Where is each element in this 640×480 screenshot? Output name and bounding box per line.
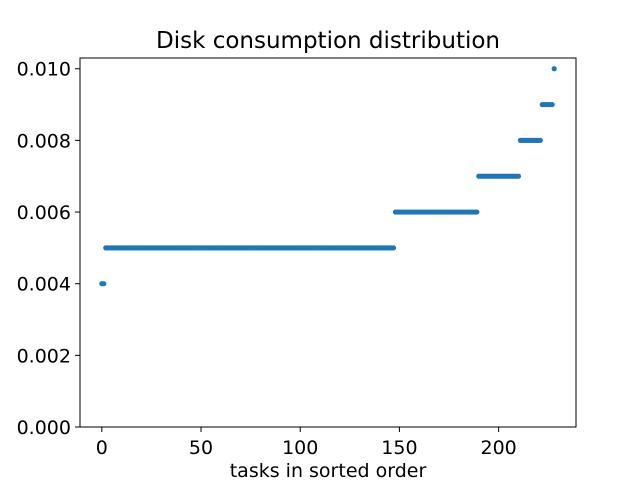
x-axis: 0 50 100 150 200	[96, 427, 517, 459]
data-point	[474, 209, 480, 215]
x-axis-label: tasks in sorted order	[230, 460, 427, 480]
plot-frame	[79, 57, 577, 428]
x-tick-label: 100	[282, 437, 318, 459]
y-tick-label: 0.002	[17, 345, 71, 367]
data-point	[101, 281, 107, 287]
chart-title: Disk consumption distribution	[156, 28, 500, 54]
data-point	[551, 66, 557, 72]
x-tick-label: 200	[480, 437, 516, 459]
x-tick-label: 0	[96, 437, 108, 459]
y-tick-label: 0.004	[17, 274, 71, 296]
x-tick-label: 50	[189, 437, 213, 459]
scatter-points	[99, 66, 557, 287]
data-point	[549, 101, 555, 108]
y-tick-label: 0.008	[17, 130, 71, 152]
x-tick-label: 150	[381, 437, 417, 459]
data-point	[515, 173, 522, 179]
y-tick-label: 0.000	[17, 417, 71, 439]
y-tick-label: 0.006	[17, 202, 71, 224]
y-axis: 0.000 0.002 0.004 0.006 0.008 0.010	[17, 59, 80, 439]
y-tick-label: 0.010	[17, 59, 71, 81]
data-point	[390, 245, 397, 251]
data-point	[537, 137, 543, 143]
